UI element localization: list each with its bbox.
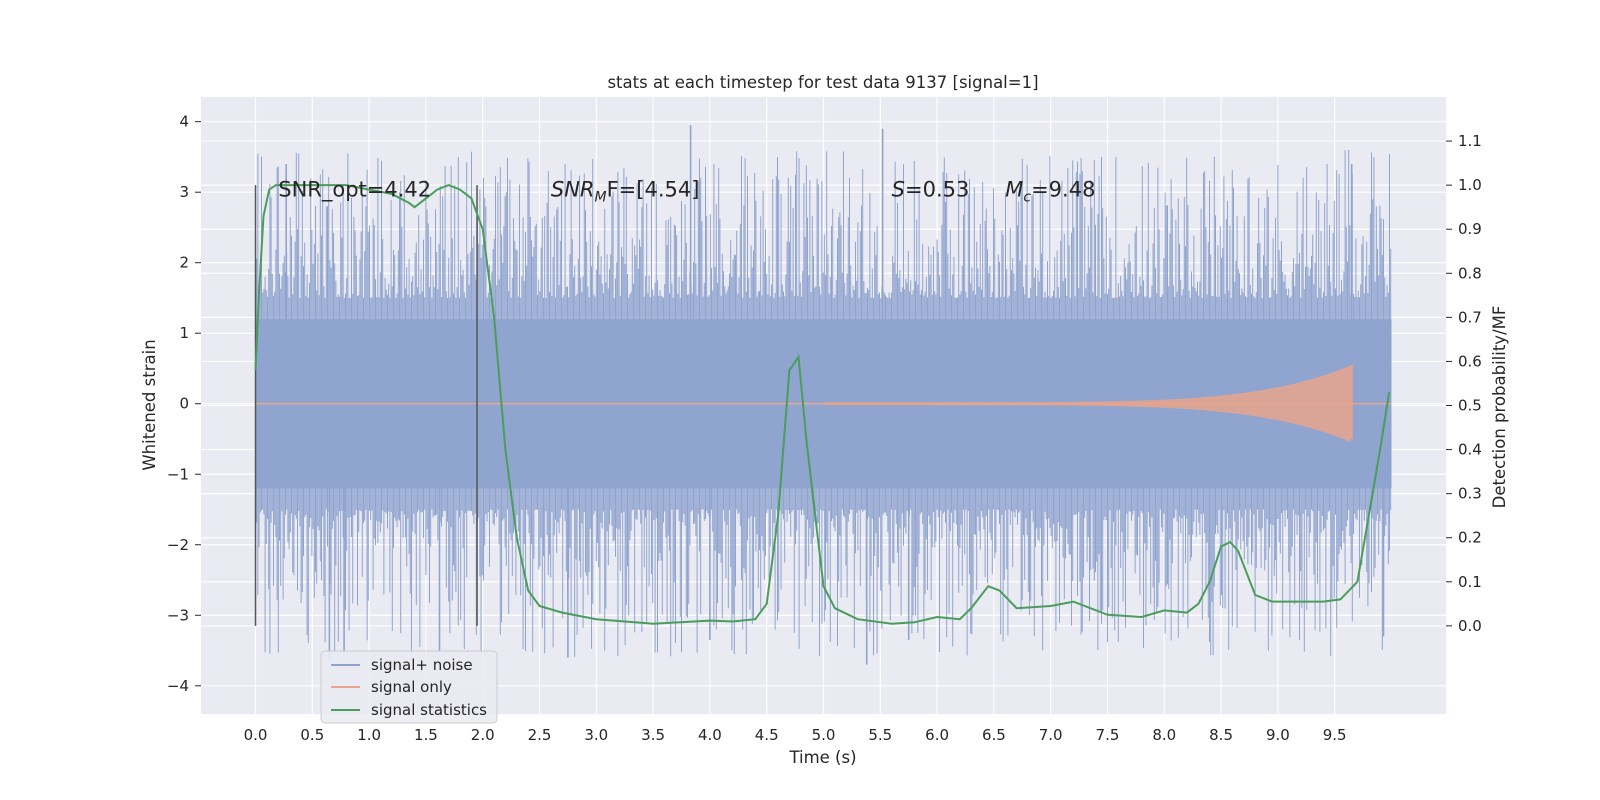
y2-tick-label: 0.8 [1458,264,1482,282]
annotation-text: S=0.53 [892,178,970,202]
y2-axis-label: Detection probability/MF [1490,306,1509,509]
y2-tick-label: 0.6 [1458,352,1482,370]
y-tick-label: 2 [179,254,189,272]
y2-tick-label: 0.0 [1458,617,1482,635]
legend-label-signal-only: signal only [371,678,452,696]
y2-tick-label: 0.4 [1458,441,1482,459]
x-tick-label: 7.0 [1039,726,1063,744]
annotation-text: SNRMF=[4.54] [551,178,700,206]
y-tick-label: 1 [179,324,189,342]
x-tick-label: 6.0 [925,726,949,744]
y2-tick-label: 0.9 [1458,220,1482,238]
y-axis-label: Whitened strain [140,339,159,470]
annotations: SNR_opt=4.42 SNRMF=[4.54] S=0.53 Mc=9.48 [278,178,1095,206]
x-tick-label: 3.0 [584,726,608,744]
x-axis-label: Time (s) [788,748,856,767]
x-tick-label: 7.5 [1096,726,1120,744]
x-tick-label: 6.5 [982,726,1006,744]
y2-tick-label: 0.7 [1458,308,1482,326]
series-signal-only [255,364,1392,442]
x-tick-label: 5.0 [812,726,836,744]
legend-box [320,650,498,724]
y-tick-label: −4 [167,677,189,695]
x-tick-label: 9.0 [1266,726,1290,744]
legend: signal+ noise signal only signal statist… [320,650,498,724]
x-tick-label: 4.0 [698,726,722,744]
x-tick-label: 8.5 [1209,726,1233,744]
x-tick-label: 9.5 [1323,726,1347,744]
legend-label-signal-noise: signal+ noise [371,656,473,674]
annotation-text: SNR_opt=4.42 [278,178,431,203]
y2-tick-label: 1.0 [1458,176,1482,194]
y-tick-label: 0 [179,395,189,413]
x-tick-label: 4.5 [755,726,779,744]
x-tick-label: 0.0 [244,726,268,744]
series-signal-statistics [254,184,1391,625]
signal-only-envelope [823,365,1351,442]
y-tick-label: 3 [179,183,189,201]
y-tick-label: 4 [179,113,189,131]
statistics-line [254,184,1391,625]
y2-tick-label: 0.3 [1458,485,1482,503]
y2-tick-label: 0.1 [1458,573,1482,591]
x-tick-label: 5.5 [868,726,892,744]
y-axis-right: 0.0 0.1 0.2 0.3 0.4 0.5 0.6 0.7 0.8 0.9 1.0 1.1 [1446,132,1482,635]
x-tick-label: 0.5 [300,726,324,744]
marker-lines [254,185,478,626]
x-tick-label: 1.0 [357,726,381,744]
y2-tick-label: 0.2 [1458,529,1482,547]
chart-title: stats at each timestep for test data 913… [607,73,1038,92]
noise-peaks [285,125,1385,665]
y2-tick-label: 0.5 [1458,397,1482,415]
y-axis-left: −4 −3 −2 −1 0 1 2 3 4 [167,113,201,695]
y2-tick-label: 1.1 [1458,132,1482,150]
annotation-text: Mc=9.48 [1005,178,1095,206]
legend-label-signal-statistics: signal statistics [371,701,487,719]
x-tick-label: 1.5 [414,726,438,744]
y-tick-label: −3 [167,606,189,624]
x-tick-label: 3.5 [641,726,665,744]
x-tick-label: 2.0 [471,726,495,744]
x-tick-label: 2.5 [528,726,552,744]
y-tick-label: −2 [167,536,189,554]
x-tick-label: 8.0 [1152,726,1176,744]
x-axis: 0.0 0.5 1.0 1.5 2.0 2.5 3.0 3.5 4.0 4.5 5.0 5.5 6.0 6… [244,726,1347,744]
y-tick-label: −1 [167,465,189,483]
